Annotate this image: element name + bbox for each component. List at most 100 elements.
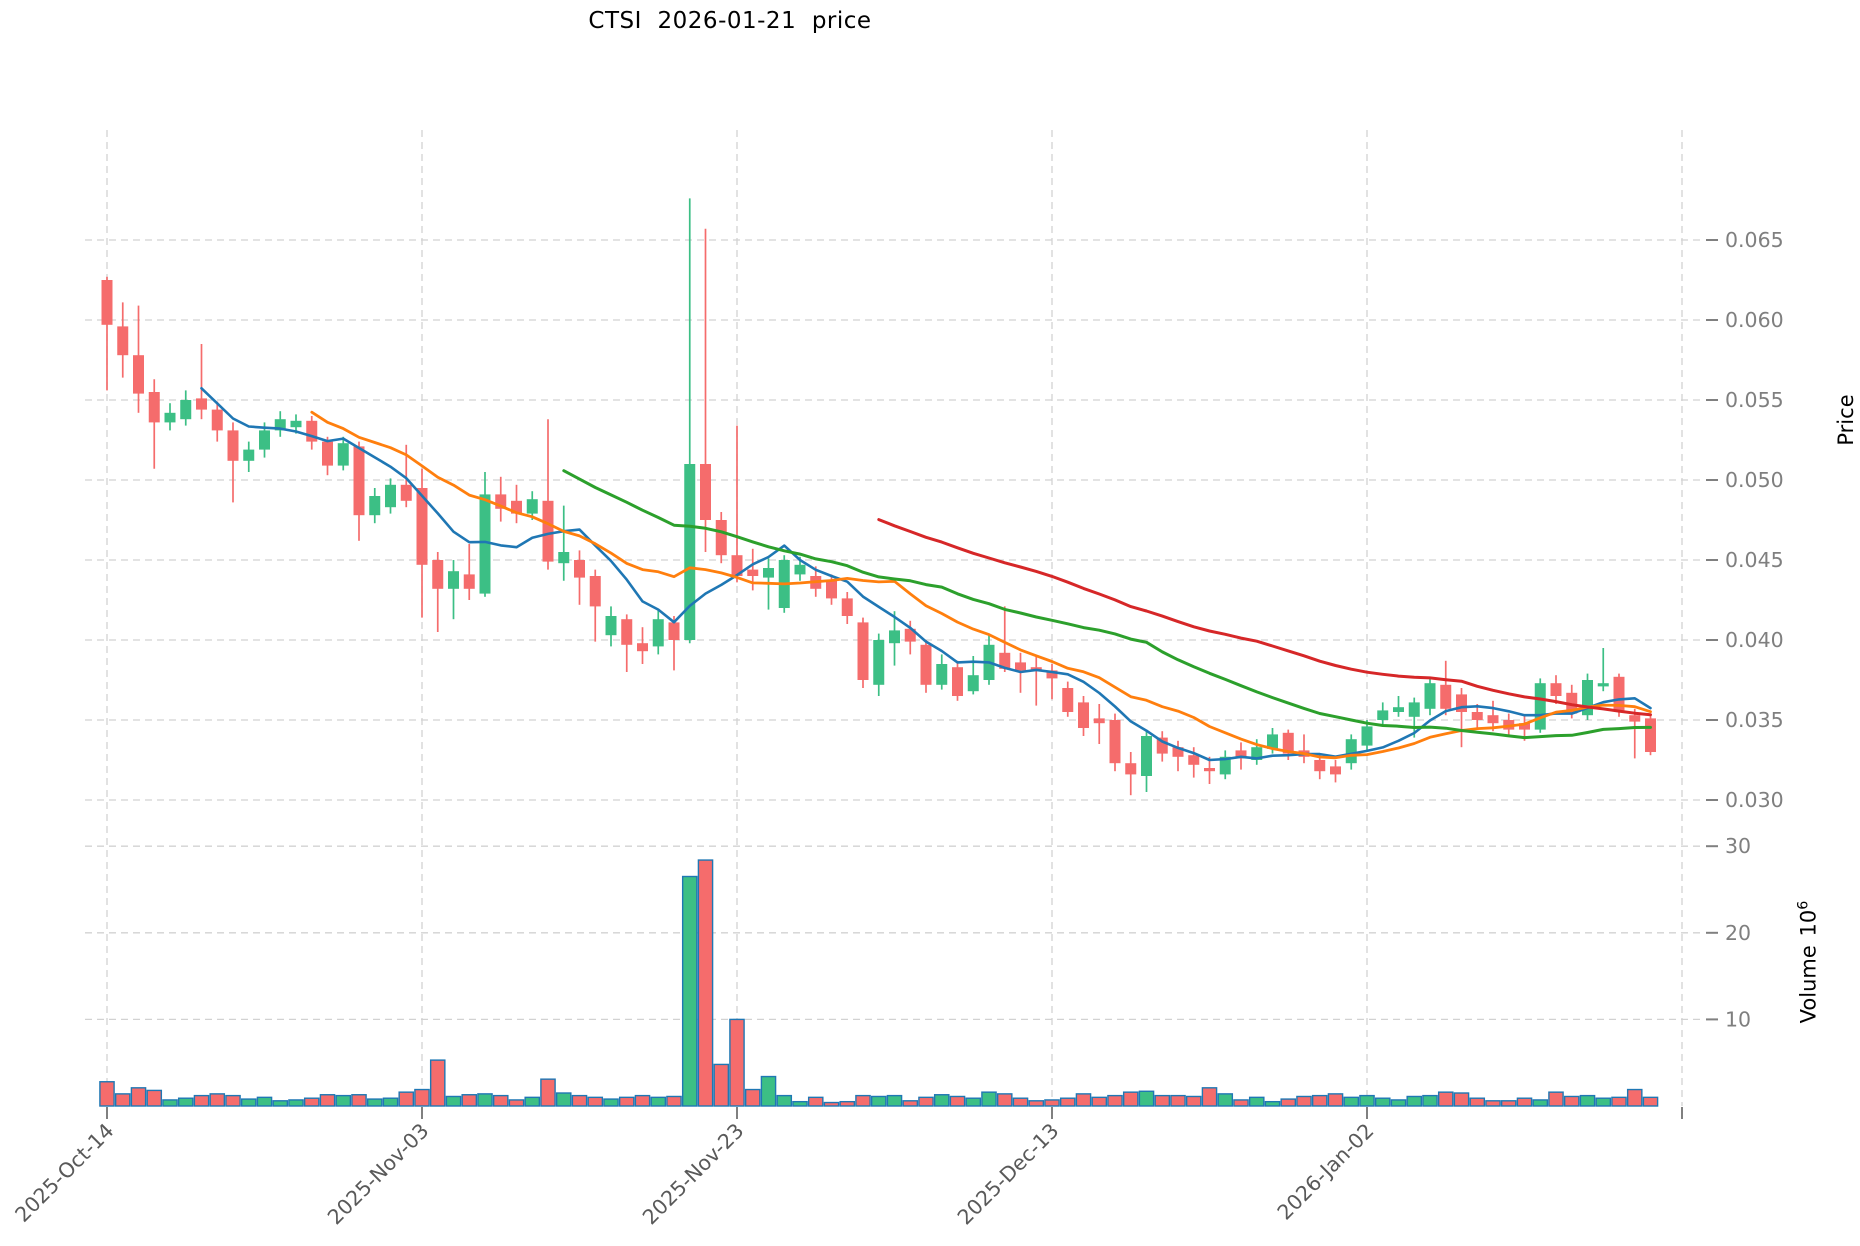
candle-body — [1204, 768, 1215, 772]
candle-body — [999, 652, 1011, 669]
volume-bar — [335, 1094, 352, 1107]
candle-body — [101, 280, 113, 325]
candle-body — [1519, 723, 1530, 730]
candle-body — [826, 580, 837, 599]
candle-body — [794, 564, 806, 575]
candle-body — [416, 488, 428, 565]
chart-title: CTSI 2026-01-21 price — [588, 8, 872, 34]
candle-body — [1613, 676, 1625, 711]
candle-body — [1393, 707, 1404, 712]
candle-body — [1550, 683, 1562, 696]
volume-bar — [933, 1094, 950, 1107]
candle-body — [243, 449, 255, 461]
volume-bar — [729, 1018, 745, 1107]
volume-bar — [461, 1094, 478, 1107]
candle-body — [684, 464, 696, 640]
candle-body — [369, 496, 381, 516]
date-tick-label: 2025-Oct-14 — [10, 1119, 118, 1227]
volume-bar — [1548, 1091, 1564, 1107]
volume-bar — [177, 1097, 194, 1107]
candle-body — [700, 464, 711, 520]
candle-body — [952, 667, 963, 696]
candle-body — [1361, 726, 1373, 746]
volume-bar — [587, 1096, 604, 1107]
ma-line-14 — [310, 410, 1652, 760]
volume-bar — [1012, 1097, 1029, 1107]
candle-body — [542, 500, 554, 562]
volume-bar — [918, 1096, 934, 1107]
price-tick-label: 0.040 — [1725, 628, 1784, 652]
candle-body — [133, 355, 144, 394]
price-tick-label: 0.050 — [1725, 468, 1784, 492]
volume-bar — [492, 1094, 509, 1107]
candle-body — [448, 571, 459, 589]
candle-body — [290, 420, 302, 428]
volume-bar — [1154, 1094, 1171, 1107]
candle-body — [526, 499, 538, 514]
ma-line-50 — [877, 518, 1652, 717]
volume-bar — [760, 1075, 777, 1107]
volume-bar — [823, 1101, 840, 1107]
candle-body — [479, 494, 491, 594]
volume-bar — [1642, 1096, 1659, 1107]
candle-body — [763, 568, 774, 578]
volume-bar — [366, 1098, 383, 1107]
candle-body — [1597, 683, 1609, 687]
candle-body — [668, 622, 680, 640]
volume-bar — [681, 875, 698, 1107]
candle-body — [747, 569, 759, 576]
candle-body — [432, 560, 444, 589]
price-tick-label: 0.065 — [1725, 228, 1784, 252]
price-tick-label: 0.045 — [1725, 548, 1784, 572]
volume-bar — [209, 1093, 226, 1107]
volume-bar — [508, 1099, 525, 1107]
candle-body — [1188, 755, 1200, 765]
volume-bar — [1028, 1100, 1045, 1107]
candle-body — [873, 640, 885, 685]
candle-body — [967, 675, 979, 692]
volume-bar — [225, 1094, 241, 1107]
volume-bar — [1075, 1093, 1092, 1107]
volume-bar — [1579, 1094, 1596, 1107]
candle-body — [1125, 763, 1137, 775]
candle-body — [1219, 756, 1231, 775]
candle-body — [148, 392, 160, 423]
volume-bar — [130, 1087, 147, 1107]
candle-body — [274, 419, 286, 431]
volume-bar — [1201, 1087, 1218, 1107]
candle-body — [1487, 715, 1499, 724]
price-tick-label: 0.030 — [1725, 788, 1784, 812]
candle-body — [920, 644, 932, 685]
volume-bar — [870, 1095, 887, 1107]
candle-body — [558, 552, 570, 564]
volume-bar — [351, 1094, 367, 1107]
candle-body — [227, 430, 239, 461]
volume-bar — [1138, 1090, 1155, 1107]
candle-body — [180, 400, 192, 420]
candle-body — [1141, 736, 1152, 776]
volume-bar — [792, 1100, 808, 1107]
volume-bar — [398, 1091, 415, 1107]
volume-bar — [445, 1095, 462, 1107]
volume-bar — [524, 1096, 541, 1107]
volume-bar — [382, 1097, 399, 1107]
volume-bar — [1217, 1093, 1234, 1107]
candle-body — [621, 619, 633, 645]
candle-body — [322, 441, 333, 466]
candle-body — [857, 622, 869, 680]
volume-bar — [1248, 1096, 1265, 1107]
volume-bar — [697, 859, 714, 1107]
volume-bar — [603, 1098, 619, 1107]
candle-body — [904, 628, 916, 642]
price-tick-label: 0.060 — [1725, 308, 1784, 332]
volume-bar — [429, 1059, 446, 1107]
price-tick-label: 0.055 — [1725, 388, 1784, 412]
volume-bar — [1532, 1099, 1549, 1107]
date-tick-label: 2025-Dec-13 — [953, 1119, 1064, 1230]
candle-body — [605, 616, 617, 636]
volume-bar — [319, 1094, 336, 1107]
volume-bar — [555, 1092, 572, 1107]
volume-bar — [1091, 1096, 1108, 1107]
volume-bar — [540, 1078, 556, 1107]
